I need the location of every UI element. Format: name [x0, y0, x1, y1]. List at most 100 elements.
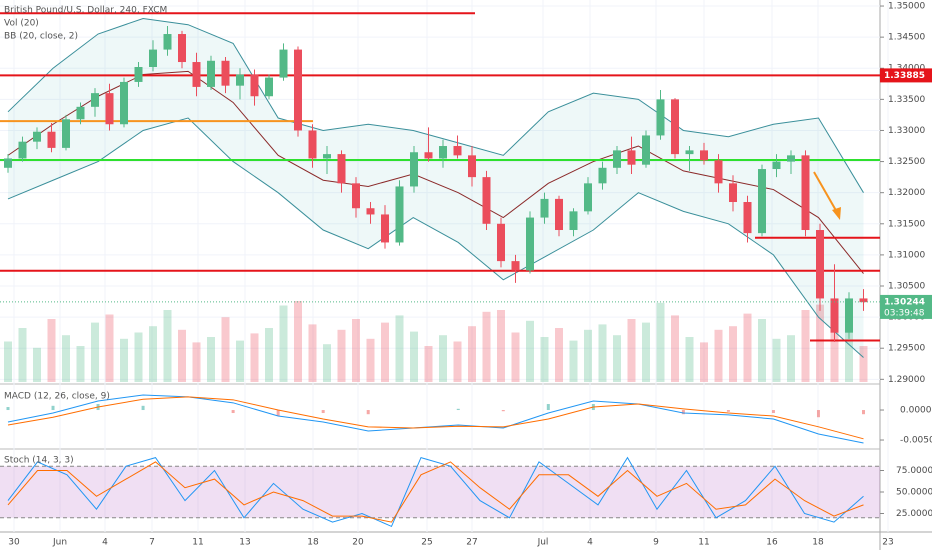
last-price-tag — [880, 294, 932, 319]
volume-bar — [308, 324, 317, 382]
volume-bar — [671, 315, 679, 382]
candle-body — [801, 155, 810, 231]
stoch-tick-label: 50.0000 — [896, 488, 932, 498]
stoch-tick-label: 25.0000 — [896, 509, 932, 519]
candle-body — [33, 131, 41, 142]
x-tick-label: 30 — [8, 538, 20, 548]
volume-bar — [91, 322, 99, 382]
x-tick-label: 23 — [882, 538, 893, 548]
x-tick-label: 7 — [149, 538, 155, 548]
volume-bar — [178, 329, 186, 382]
candle-body — [598, 167, 607, 184]
volume-bar — [76, 346, 85, 382]
candle-body — [250, 74, 259, 97]
volume-bar — [250, 333, 259, 382]
candle-body — [830, 298, 839, 333]
x-tick-label: 4 — [102, 538, 108, 548]
level-tag — [880, 68, 932, 83]
y-tick-label: 1.34500 — [888, 33, 925, 43]
candle-body — [47, 131, 56, 148]
candle-body — [105, 93, 114, 125]
volume-bar — [584, 329, 592, 382]
volume-bar — [105, 314, 114, 382]
candle-body — [294, 49, 302, 131]
volume-bar — [468, 326, 476, 382]
y-tick-label: 1.31000 — [888, 250, 925, 260]
volume-bar — [714, 329, 723, 382]
volume-bar — [555, 328, 563, 382]
volume-bar — [120, 338, 128, 382]
volume-bar — [497, 310, 505, 382]
y-tick-label: 1.31500 — [888, 219, 925, 229]
volume-bar — [758, 319, 766, 382]
volume-bar — [236, 340, 244, 382]
volume-bar — [18, 328, 27, 382]
macd-tick-label: 0.0000 — [900, 406, 932, 416]
arrow-head — [832, 207, 841, 220]
candle-body — [62, 119, 70, 148]
candle-body — [279, 49, 288, 78]
candle-body — [859, 298, 868, 303]
candle-body — [265, 77, 273, 97]
macd-title: MACD (12, 26, close, 9) — [4, 392, 110, 402]
volume-title: Vol (20) — [4, 19, 39, 29]
volume-bar — [729, 326, 737, 382]
candle-body — [729, 183, 737, 203]
candle-body — [192, 62, 201, 87]
candle-body — [613, 150, 621, 168]
x-tick-label: 11 — [192, 538, 203, 548]
volume-bar — [192, 342, 201, 382]
stoch-tick-label: 75.0000 — [896, 466, 932, 476]
volume-bar — [511, 332, 520, 382]
candle-body — [526, 217, 534, 271]
candle-body — [410, 152, 418, 187]
volume-bar — [381, 322, 389, 382]
volume-bar — [569, 340, 578, 382]
volume-bar — [482, 311, 491, 382]
x-tick-label: 27 — [466, 538, 477, 548]
candle-body — [395, 186, 404, 243]
candle-body — [468, 155, 476, 178]
volume-bar — [149, 326, 157, 382]
macd-tick-label: -0.0050 — [900, 436, 932, 446]
volume-bar — [743, 313, 752, 382]
x-tick-label: 11 — [698, 538, 709, 548]
y-tick-label: 1.32000 — [888, 188, 925, 198]
volume-bar — [337, 329, 346, 382]
x-tick-label: 20 — [352, 538, 364, 548]
volume-bar — [439, 335, 447, 382]
candle-body — [772, 161, 781, 170]
candle-body — [337, 154, 346, 184]
signal-line — [7, 396, 864, 440]
candle-body — [540, 198, 549, 218]
candle-body — [758, 169, 766, 234]
candle-body — [497, 223, 505, 262]
volume-bar — [845, 324, 853, 382]
candle-body — [134, 67, 143, 82]
candle-body — [482, 177, 491, 224]
countdown-label: 03:39:48 — [884, 308, 925, 318]
y-tick-label: 1.33500 — [888, 95, 925, 105]
macd-line — [7, 394, 864, 444]
candle-body — [18, 141, 27, 159]
bb-lower — [7, 117, 864, 358]
level-label: 1.33885 — [884, 71, 925, 81]
candle-body — [569, 211, 578, 231]
candle-body — [352, 183, 360, 209]
stoch-k — [7, 456, 864, 528]
candle-body — [656, 99, 665, 136]
volume-bar — [134, 332, 143, 382]
y-tick-label: 1.33000 — [888, 126, 925, 136]
candle-body — [236, 74, 244, 86]
bb-fill — [8, 18, 864, 358]
volume-bar — [787, 335, 795, 382]
candle-body — [308, 130, 317, 159]
candle-body — [816, 230, 824, 299]
candle-body — [555, 198, 563, 231]
candle-body — [453, 146, 462, 156]
volume-bar — [613, 335, 621, 382]
volume-bar — [859, 346, 868, 382]
